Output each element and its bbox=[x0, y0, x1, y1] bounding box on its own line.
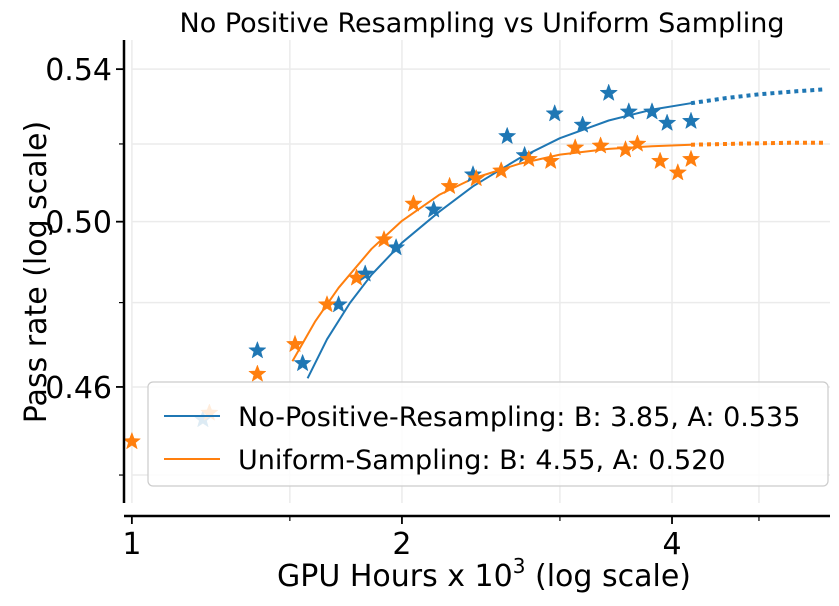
data-point-no-positive-resampling bbox=[681, 111, 701, 130]
fit-line-no-positive-resampling bbox=[306, 102, 692, 379]
chart-title: No Positive Resampling vs Uniform Sampli… bbox=[180, 8, 785, 39]
data-point-uniform-sampling bbox=[565, 138, 585, 156]
fit-lines bbox=[291, 87, 824, 379]
data-point-uniform-sampling bbox=[122, 431, 142, 450]
data-point-uniform-sampling bbox=[374, 229, 394, 248]
data-point-uniform-sampling bbox=[491, 161, 511, 179]
fit-extrapolation-uniform-sampling bbox=[690, 140, 824, 147]
data-point-no-positive-resampling bbox=[248, 340, 267, 359]
data-point-no-positive-resampling bbox=[386, 237, 406, 256]
legend: No-Positive-Resampling: B: 3.85, A: 0.53… bbox=[147, 381, 829, 487]
x-tick-label: 1 bbox=[122, 527, 141, 562]
x-axis-title: GPU Hours x 103 (log scale) bbox=[277, 554, 691, 594]
data-point-no-positive-resampling bbox=[619, 102, 639, 120]
y-tick-label: 0.46 bbox=[45, 371, 112, 406]
data-point-no-positive-resampling bbox=[657, 113, 677, 131]
x-tick-label: 4 bbox=[662, 527, 681, 562]
data-point-uniform-sampling bbox=[248, 364, 267, 382]
data-point-no-positive-resampling bbox=[573, 115, 592, 133]
x-axis-title-main: GPU Hours x 10 bbox=[277, 559, 513, 594]
data-point-uniform-sampling bbox=[285, 334, 305, 353]
data-point-no-positive-resampling bbox=[424, 200, 443, 218]
data-points bbox=[122, 83, 701, 450]
data-point-uniform-sampling bbox=[347, 268, 366, 286]
legend-box bbox=[147, 381, 829, 487]
data-point-uniform-sampling bbox=[541, 151, 560, 170]
x-tick-label: 2 bbox=[392, 527, 411, 562]
data-point-uniform-sampling bbox=[650, 151, 670, 170]
data-point-uniform-sampling bbox=[681, 149, 701, 168]
y-axis-title: Pass rate (log scale) bbox=[19, 121, 54, 423]
data-point-no-positive-resampling bbox=[355, 264, 375, 282]
legend-label-no-positive-resampling: No-Positive-Resampling: B: 3.85, A: 0.53… bbox=[238, 402, 800, 433]
data-point-uniform-sampling bbox=[616, 139, 635, 158]
fit-line-uniform-sampling bbox=[291, 143, 692, 362]
axis-ticks: 1 2 4 0.46 0.50 0.54 bbox=[45, 53, 760, 562]
y-tick-label: 0.50 bbox=[45, 206, 112, 241]
data-point-uniform-sampling bbox=[317, 294, 337, 313]
data-point-uniform-sampling bbox=[591, 136, 610, 154]
data-point-no-positive-resampling bbox=[293, 353, 312, 372]
data-point-uniform-sampling bbox=[668, 162, 688, 181]
data-point-no-positive-resampling bbox=[545, 103, 564, 122]
data-point-uniform-sampling bbox=[404, 194, 423, 212]
data-point-no-positive-resampling bbox=[599, 83, 618, 101]
data-point-no-positive-resampling bbox=[642, 102, 662, 120]
y-tick-label: 0.54 bbox=[45, 53, 112, 88]
x-axis-title-suffix: (log scale) bbox=[525, 559, 691, 594]
data-point-uniform-sampling bbox=[519, 149, 539, 168]
data-point-uniform-sampling bbox=[628, 134, 647, 152]
x-axis-title-exponent: 3 bbox=[513, 554, 526, 578]
data-point-uniform-sampling bbox=[440, 176, 459, 195]
data-point-uniform-sampling bbox=[467, 168, 486, 187]
fit-extrapolation-no-positive-resampling bbox=[690, 87, 824, 106]
legend-label-uniform-sampling: Uniform-Sampling: B: 4.55, A: 0.520 bbox=[238, 445, 726, 476]
data-point-no-positive-resampling bbox=[497, 126, 517, 145]
